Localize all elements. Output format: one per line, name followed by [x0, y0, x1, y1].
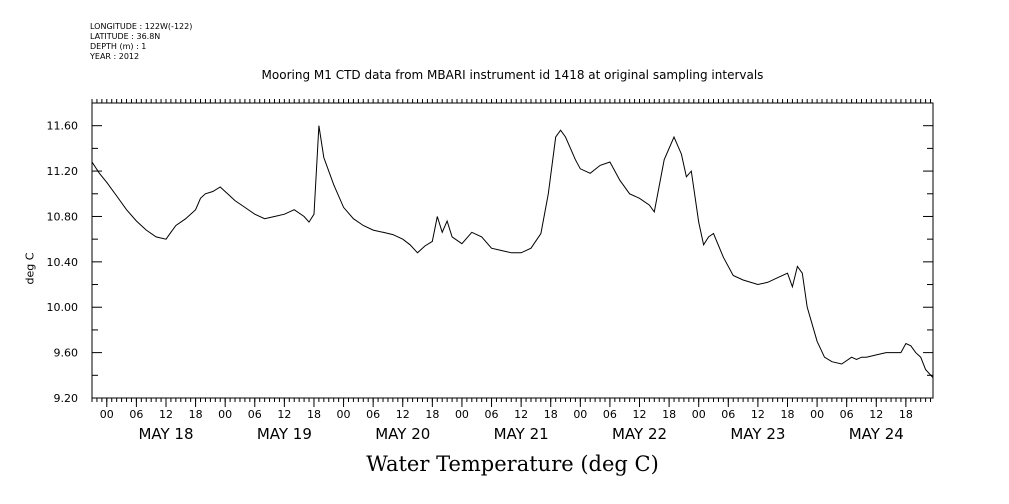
x-tick-label: 12 [159, 408, 173, 421]
x-axis-label: Water Temperature (deg C) [366, 452, 659, 476]
x-tick-label: 00 [573, 408, 587, 421]
x-tick-label: 06 [129, 408, 143, 421]
x-tick-label: 12 [633, 408, 647, 421]
x-tick-label: 12 [277, 408, 291, 421]
x-tick-label: 00 [100, 408, 114, 421]
x-tick-label: 06 [248, 408, 262, 421]
x-tick-label: 06 [366, 408, 380, 421]
y-tick-label: 10.80 [47, 210, 79, 223]
day-label: MAY 19 [257, 425, 312, 443]
x-tick-label: 18 [189, 408, 203, 421]
day-label: MAY 24 [849, 425, 904, 443]
day-label: MAY 20 [375, 425, 430, 443]
metadata-block: LONGITUDE : 122W(-122) LATITUDE : 36.8N … [90, 22, 192, 62]
x-tick-label: 00 [810, 408, 824, 421]
x-axis: 00 06 12 18 00 06 12 18 00 06 12 18 00 06 12 18 00 06 12 18… [100, 398, 913, 443]
x-tick-label: 18 [425, 408, 439, 421]
meta-depth: DEPTH (m) : 1 [90, 42, 147, 51]
temperature-line [91, 125, 934, 378]
x-tick-label: 18 [544, 408, 558, 421]
plot-frame [91, 102, 934, 399]
x-tick-label: 00 [337, 408, 351, 421]
y-tick-label: 11.20 [47, 165, 79, 178]
x-tick-label: 12 [869, 408, 883, 421]
minor-ticks [91, 99, 932, 402]
y-tick-label: 9.20 [54, 392, 79, 405]
x-tick-label: 12 [514, 408, 528, 421]
x-tick-label: 12 [751, 408, 765, 421]
chart-title: Mooring M1 CTD data from MBARI instrumen… [261, 68, 764, 82]
x-tick-label: 06 [603, 408, 617, 421]
x-tick-label: 18 [899, 408, 913, 421]
day-label: MAY 23 [730, 425, 785, 443]
x-tick-label: 06 [721, 408, 735, 421]
x-tick-label: 18 [662, 408, 676, 421]
x-tick-label: 18 [780, 408, 794, 421]
x-tick-label: 00 [455, 408, 469, 421]
x-tick-label: 12 [396, 408, 410, 421]
y-axis: 9.20 9.60 10.00 10.40 10.80 11.20 11.60 [47, 102, 933, 405]
y-tick-label: 11.60 [47, 120, 79, 133]
y-tick-label: 10.40 [47, 256, 79, 269]
x-tick-label: 18 [307, 408, 321, 421]
day-label: MAY 22 [612, 425, 667, 443]
y-tick-label: 10.00 [47, 301, 79, 314]
meta-longitude: LONGITUDE : 122W(-122) [90, 22, 193, 31]
x-tick-label: 06 [840, 408, 854, 421]
x-tick-label: 00 [218, 408, 232, 421]
meta-latitude: LATITUDE : 36.8N [90, 32, 161, 41]
y-tick-label: 9.60 [54, 347, 79, 360]
x-tick-label: 06 [485, 408, 499, 421]
day-label: MAY 18 [138, 425, 193, 443]
x-tick-label: 00 [692, 408, 706, 421]
day-label: MAY 21 [494, 425, 549, 443]
meta-year: YEAR : 2012 [90, 52, 140, 61]
